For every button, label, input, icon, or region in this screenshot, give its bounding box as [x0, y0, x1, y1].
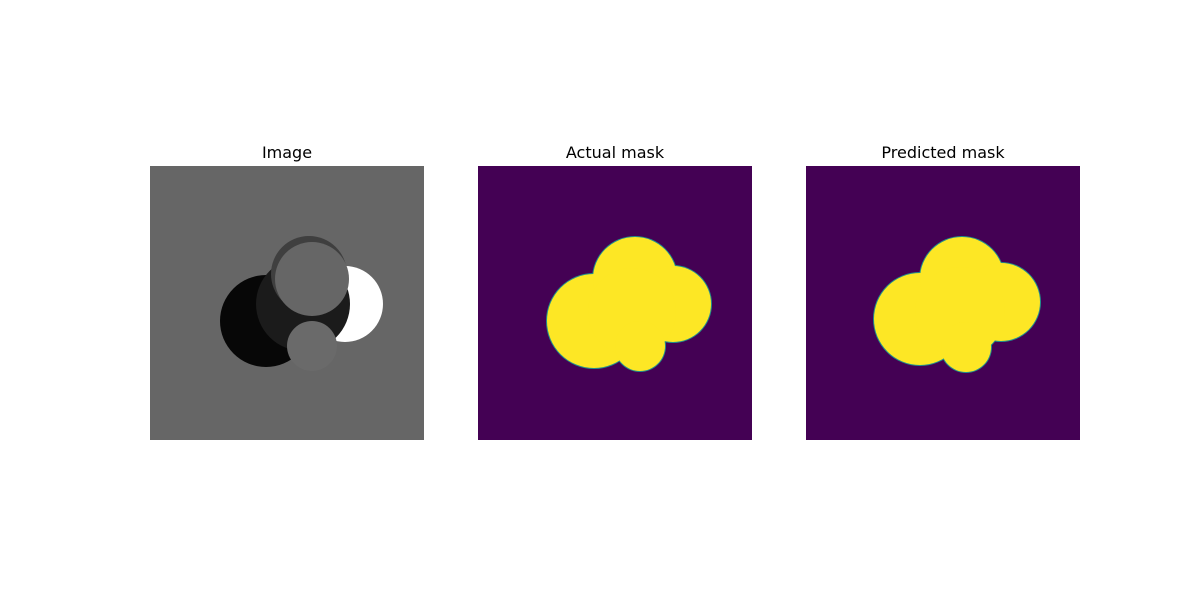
panel-title-image: Image	[262, 143, 312, 162]
predicted-mask-axes	[806, 166, 1080, 440]
panel-actual-mask: Actual mask	[478, 143, 752, 440]
actual-mask-axes	[478, 166, 752, 440]
panel-image: Image	[150, 143, 424, 440]
mask-blob-part	[615, 321, 665, 371]
panel-title-actual-mask: Actual mask	[566, 143, 665, 162]
ring-circle-inner	[275, 242, 349, 316]
panel-title-predicted-mask: Predicted mask	[881, 143, 1005, 162]
small-circle-bottom	[287, 321, 337, 371]
image-axes	[150, 166, 424, 440]
actual-mask-region	[547, 237, 711, 371]
mask-blob-part	[941, 322, 991, 372]
predicted-mask-region	[874, 237, 1040, 372]
panel-predicted-mask: Predicted mask	[806, 143, 1080, 440]
